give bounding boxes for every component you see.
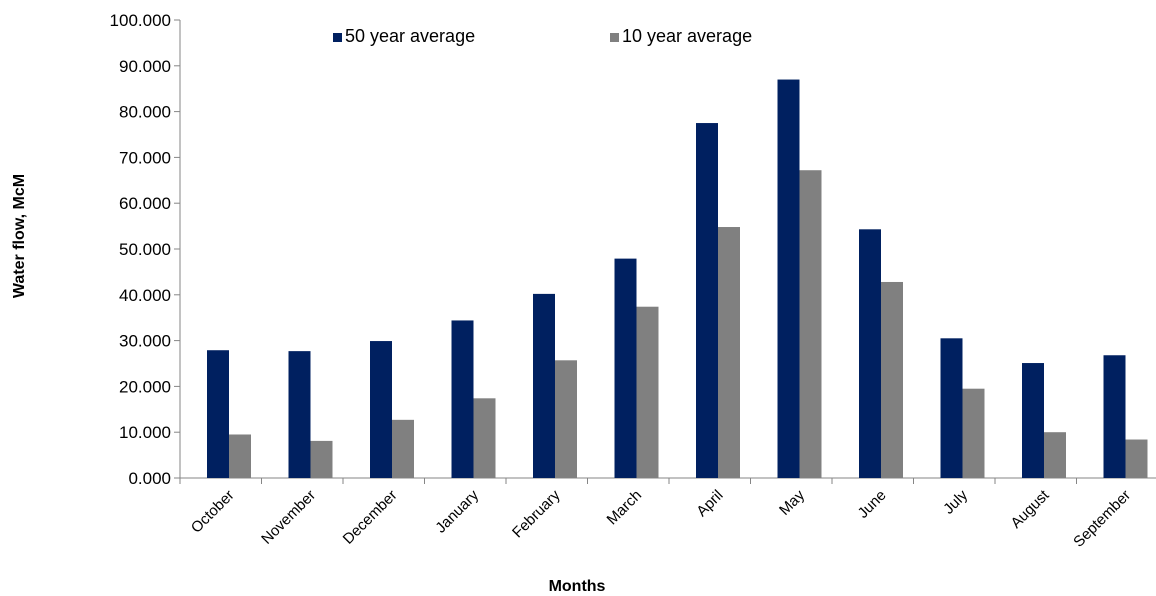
x-tick-label: August xyxy=(1008,486,1054,532)
bar-50-year-average-october xyxy=(207,350,229,478)
legend-swatch xyxy=(333,33,342,42)
bar-10-year-average-august xyxy=(1044,432,1066,478)
x-tick-label: February xyxy=(509,486,564,541)
bar-10-year-average-november xyxy=(310,440,333,478)
y-tick-label: 90.000 xyxy=(119,57,171,76)
legend: 50 year average 10 year average xyxy=(333,26,752,46)
bar-50-year-average-november xyxy=(288,351,311,478)
bar-10-year-average-may xyxy=(799,170,822,478)
bar-50-year-average-july xyxy=(940,338,963,478)
bar-50-year-average-april xyxy=(696,123,718,479)
bar-10-year-average-october xyxy=(229,434,251,478)
bar-50-year-average-may xyxy=(777,79,800,478)
y-tick-label: 10.000 xyxy=(119,423,171,442)
bar-50-year-average-december xyxy=(370,341,392,478)
y-axis: 0.000 10.000 20.000 30.000 40.000 50.000 60.00… xyxy=(110,11,181,488)
x-tick-label: October xyxy=(188,487,238,537)
bar-10-year-average-june xyxy=(881,281,903,478)
legend-label: 50 year average xyxy=(345,26,475,46)
bar-50-year-average-january xyxy=(451,320,474,478)
bar-10-year-average-september xyxy=(1125,439,1148,478)
y-tick-label: 30.000 xyxy=(119,332,171,351)
y-axis-title: Water flow, McM xyxy=(11,174,28,298)
y-tick-label: 0.000 xyxy=(128,469,171,488)
x-tick-label: July xyxy=(940,486,971,517)
y-tick-label: 100.000 xyxy=(110,11,171,30)
x-tick-label: January xyxy=(432,486,482,536)
bar-10-year-average-april xyxy=(718,227,740,478)
bar-50-year-average-february xyxy=(533,293,555,478)
y-tick-label: 60.000 xyxy=(119,194,171,213)
bars xyxy=(207,79,1148,479)
x-tick-label: September xyxy=(1070,487,1134,551)
y-tick-label: 20.000 xyxy=(119,377,171,396)
x-axis: October November December January February Ma… xyxy=(179,477,1156,551)
x-tick-label: March xyxy=(604,487,645,528)
x-tick-label: November xyxy=(258,487,319,548)
y-tick-label: 80.000 xyxy=(119,103,171,122)
bar-10-year-average-january xyxy=(473,398,496,478)
y-tick-label: 50.000 xyxy=(119,240,171,259)
x-tick-label: April xyxy=(693,487,726,520)
y-tick-label: 70.000 xyxy=(119,148,171,167)
bar-50-year-average-august xyxy=(1022,363,1044,478)
bar-50-year-average-march xyxy=(614,258,637,478)
bar-10-year-average-july xyxy=(962,388,985,478)
x-tick-label: December xyxy=(340,487,401,548)
bar-50-year-average-june xyxy=(859,229,881,478)
bar-10-year-average-february xyxy=(555,360,577,478)
bar-10-year-average-march xyxy=(636,306,659,478)
bar-10-year-average-december xyxy=(392,419,414,478)
bar-50-year-average-september xyxy=(1103,355,1126,478)
legend-label: 10 year average xyxy=(622,26,752,46)
legend-swatch xyxy=(610,33,619,42)
x-axis-title: Months xyxy=(549,578,606,595)
y-tick-label: 40.000 xyxy=(119,286,171,305)
x-tick-label: June xyxy=(855,487,890,522)
x-tick-label: May xyxy=(776,486,808,518)
